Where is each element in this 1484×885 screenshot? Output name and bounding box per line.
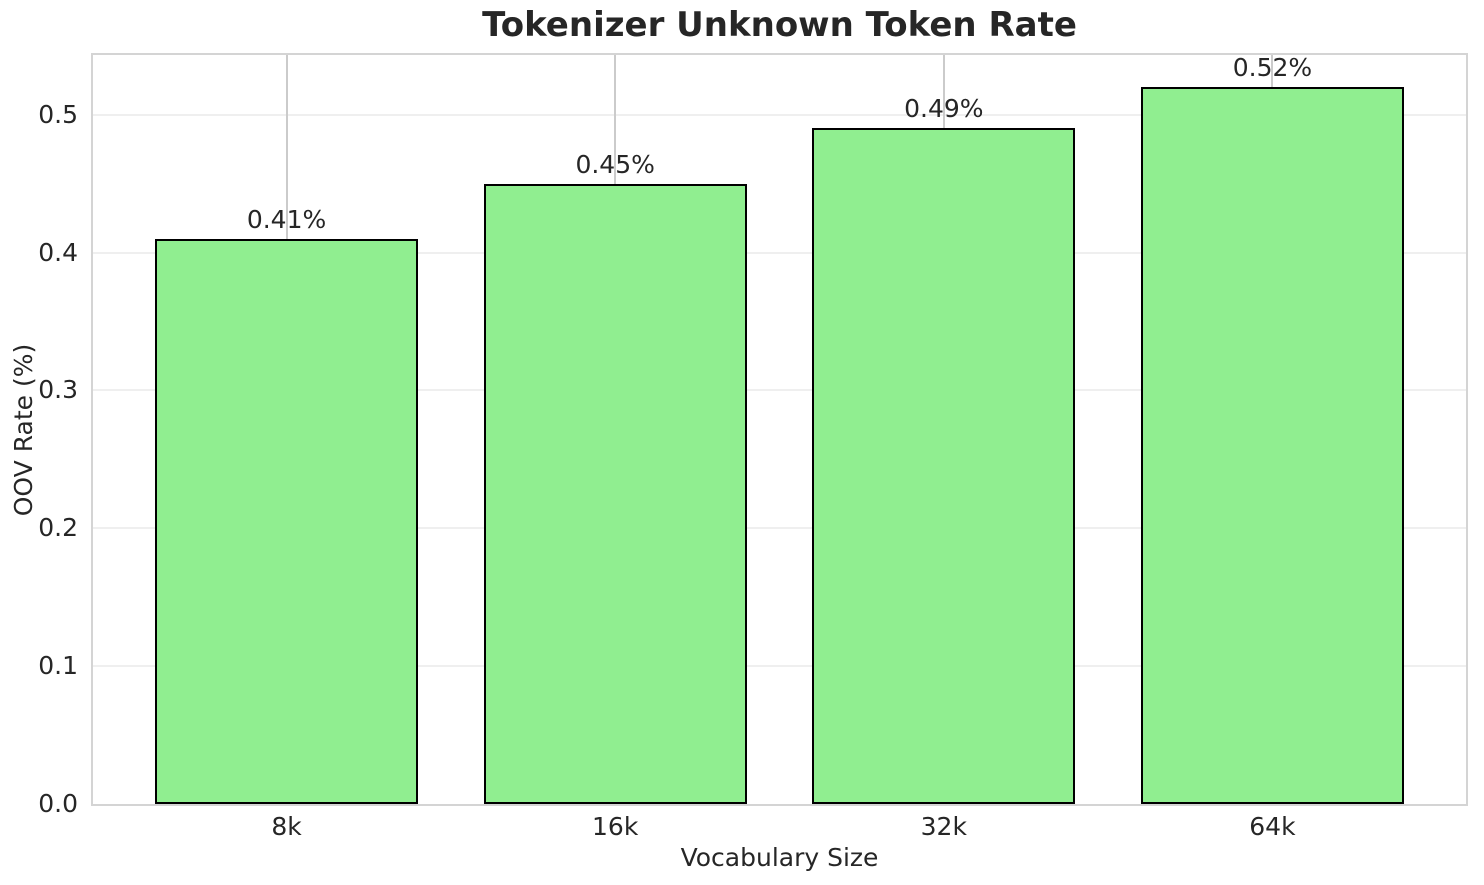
horizontal-gridline	[93, 389, 1466, 392]
y-tick-label: 0.1	[38, 651, 78, 681]
horizontal-gridline	[93, 527, 1466, 530]
x-axis-label: Vocabulary Size	[680, 843, 879, 872]
bar-value-label: 0.49%	[904, 94, 984, 124]
horizontal-gridline	[93, 113, 1466, 116]
plot-area: 0.41% 0.45% 0.49% 0.52%	[91, 53, 1468, 806]
horizontal-gridline	[93, 251, 1466, 254]
bar-value-label: 0.45%	[575, 149, 655, 179]
x-tick-label-32k: 32k	[920, 812, 967, 841]
x-tick-label-16k: 16k	[592, 812, 639, 841]
bar-16k	[483, 183, 747, 804]
horizontal-gridline	[93, 665, 1466, 668]
bar-value-label: 0.52%	[1232, 53, 1313, 83]
bar-64k	[1140, 87, 1404, 804]
y-axis-label: OOV Rate (%)	[9, 343, 38, 517]
y-tick-label: 0.0	[38, 789, 78, 818]
x-tick-label-8k: 8k	[271, 812, 302, 841]
y-tick-label: 0.3	[38, 375, 78, 405]
chart-title: Tokenizer Unknown Token Rate	[482, 5, 1077, 45]
bar-8k	[155, 238, 418, 804]
x-tick-label-64k: 64k	[1249, 812, 1296, 841]
y-tick-label: 0.4	[38, 237, 78, 267]
y-tick-label: 0.5	[38, 99, 78, 129]
y-tick-label: 0.2	[38, 513, 78, 543]
bar-value-label: 0.41%	[246, 204, 327, 234]
bar-32k	[812, 128, 1076, 804]
